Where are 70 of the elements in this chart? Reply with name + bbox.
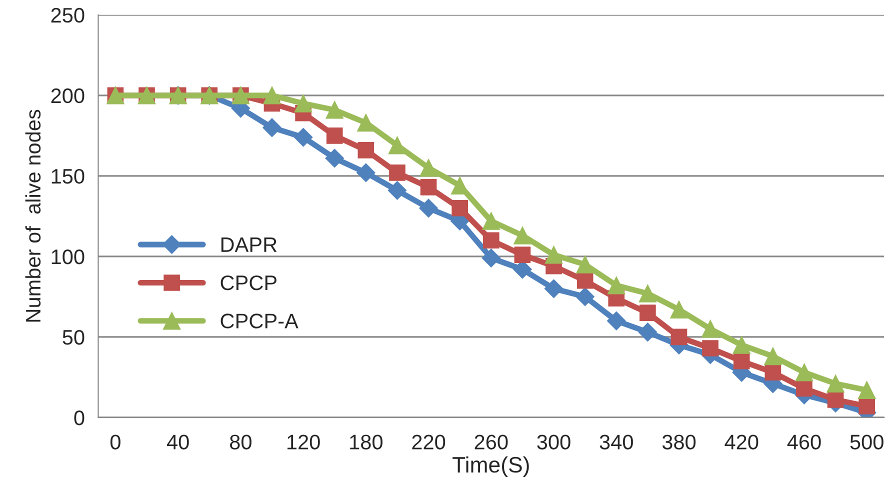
- point: [702, 340, 718, 356]
- legend-label: CPCP: [220, 275, 277, 290]
- point: [294, 128, 313, 147]
- legend-label: CPCP-A: [220, 314, 298, 328]
- point: [544, 246, 563, 264]
- point: [420, 159, 438, 177]
- point: [326, 128, 343, 144]
- point: [701, 320, 720, 338]
- y-tick-label: 200: [51, 88, 84, 104]
- point: [357, 114, 375, 132]
- y-axis-title: Number of alive nodes: [25, 110, 41, 322]
- point: [732, 336, 750, 354]
- point: [576, 256, 594, 274]
- point: [670, 328, 688, 346]
- x-tick-label: 0: [110, 434, 120, 450]
- legend-label: DAPR: [221, 238, 277, 252]
- y-tick-label: 250: [51, 8, 84, 23]
- point: [419, 198, 438, 218]
- point: [858, 398, 876, 414]
- x-tick-label: 260: [474, 434, 508, 450]
- x-axis-title: Time(S): [452, 456, 529, 478]
- x-tick-label: 300: [537, 434, 570, 450]
- point: [325, 148, 344, 168]
- x-tick-label: 120: [288, 434, 320, 450]
- point: [576, 287, 594, 306]
- point: [733, 352, 750, 370]
- point: [326, 101, 344, 119]
- point: [827, 392, 844, 408]
- point: [452, 200, 468, 216]
- point: [389, 164, 406, 181]
- x-tick-label: 500: [850, 434, 884, 450]
- point: [608, 276, 626, 294]
- point: [356, 163, 376, 182]
- x-tick-label: 220: [412, 434, 446, 450]
- point: [764, 347, 782, 366]
- point: [576, 272, 594, 289]
- point: [514, 246, 531, 263]
- y-tick-label: 150: [52, 168, 84, 184]
- point: [638, 322, 658, 342]
- point: [514, 226, 532, 244]
- point: [262, 118, 282, 137]
- point: [826, 374, 844, 393]
- point: [388, 181, 407, 200]
- point: [263, 86, 281, 104]
- x-tick-label: 420: [724, 434, 758, 450]
- point: [638, 284, 657, 302]
- x-tick-label: 380: [662, 434, 696, 450]
- y-tick-label: 50: [62, 330, 84, 345]
- x-tick-label: 460: [787, 434, 821, 450]
- x-tick-label: 340: [600, 434, 633, 450]
- point: [482, 248, 501, 268]
- point: [358, 142, 374, 158]
- point: [420, 179, 437, 196]
- y-tick-label: 0: [74, 410, 84, 426]
- point: [670, 300, 688, 318]
- y-tick-label: 100: [52, 249, 84, 264]
- x-tick-label: 80: [230, 434, 252, 450]
- x-tick-label: 40: [166, 434, 189, 450]
- point: [544, 279, 564, 298]
- point: [294, 94, 312, 112]
- point: [482, 232, 500, 249]
- point: [858, 381, 876, 399]
- point: [796, 380, 812, 397]
- point: [764, 364, 782, 381]
- point: [607, 312, 626, 330]
- x-tick-label: 180: [350, 434, 382, 450]
- point: [482, 212, 500, 230]
- point: [640, 304, 656, 321]
- point: [795, 364, 814, 382]
- point: [388, 136, 406, 154]
